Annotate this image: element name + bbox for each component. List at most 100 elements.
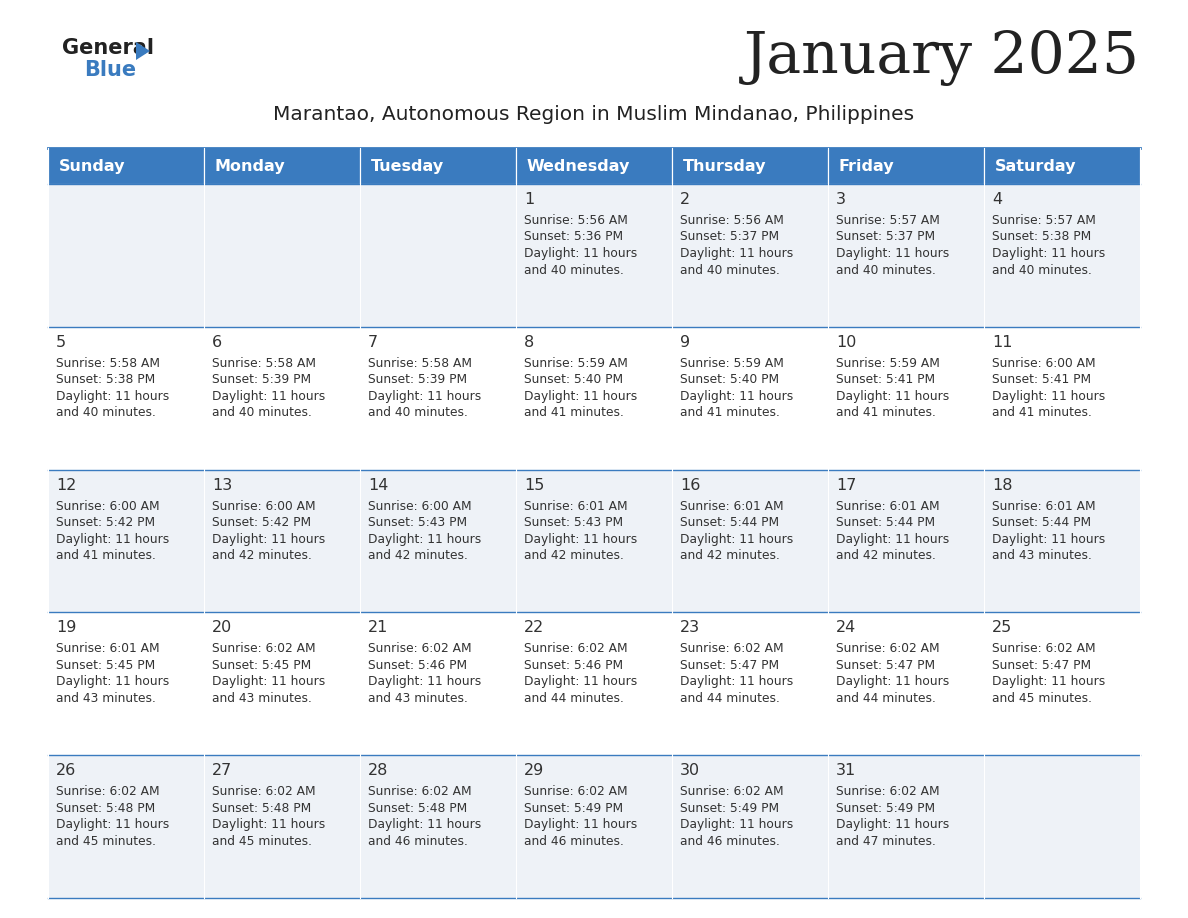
Text: Sunset: 5:48 PM: Sunset: 5:48 PM bbox=[368, 801, 467, 814]
Text: Sunrise: 6:01 AM: Sunrise: 6:01 AM bbox=[524, 499, 627, 512]
Text: 28: 28 bbox=[368, 763, 388, 778]
Text: 20: 20 bbox=[211, 621, 232, 635]
Text: Sunset: 5:39 PM: Sunset: 5:39 PM bbox=[368, 374, 467, 386]
Text: Sunrise: 6:02 AM: Sunrise: 6:02 AM bbox=[992, 643, 1095, 655]
Text: 9: 9 bbox=[680, 335, 690, 350]
Text: Daylight: 11 hours: Daylight: 11 hours bbox=[680, 247, 794, 260]
Text: 24: 24 bbox=[836, 621, 857, 635]
Bar bbox=[984, 327, 1140, 470]
Bar bbox=[360, 612, 516, 756]
Text: Monday: Monday bbox=[215, 159, 285, 174]
Text: Sunset: 5:44 PM: Sunset: 5:44 PM bbox=[836, 516, 935, 529]
Polygon shape bbox=[135, 42, 150, 60]
Text: Sunrise: 6:00 AM: Sunrise: 6:00 AM bbox=[992, 357, 1095, 370]
Text: Sunrise: 6:00 AM: Sunrise: 6:00 AM bbox=[211, 499, 316, 512]
Text: and 40 minutes.: and 40 minutes. bbox=[836, 263, 936, 276]
Text: Sunrise: 6:02 AM: Sunrise: 6:02 AM bbox=[680, 643, 784, 655]
Text: Daylight: 11 hours: Daylight: 11 hours bbox=[56, 390, 169, 403]
Text: Sunset: 5:39 PM: Sunset: 5:39 PM bbox=[211, 374, 311, 386]
Text: Wednesday: Wednesday bbox=[527, 159, 631, 174]
Text: 7: 7 bbox=[368, 335, 378, 350]
Bar bbox=[360, 756, 516, 898]
Text: and 42 minutes.: and 42 minutes. bbox=[836, 549, 936, 562]
Text: 15: 15 bbox=[524, 477, 544, 493]
Text: 21: 21 bbox=[368, 621, 388, 635]
Text: Daylight: 11 hours: Daylight: 11 hours bbox=[368, 676, 481, 688]
Text: Sunset: 5:46 PM: Sunset: 5:46 PM bbox=[524, 659, 624, 672]
Text: 1: 1 bbox=[524, 192, 535, 207]
Text: 27: 27 bbox=[211, 763, 232, 778]
Text: Daylight: 11 hours: Daylight: 11 hours bbox=[680, 818, 794, 831]
Text: and 41 minutes.: and 41 minutes. bbox=[992, 407, 1092, 420]
Text: Sunset: 5:44 PM: Sunset: 5:44 PM bbox=[992, 516, 1091, 529]
Bar bbox=[48, 612, 204, 756]
Text: Sunrise: 5:56 AM: Sunrise: 5:56 AM bbox=[680, 214, 784, 227]
Text: and 41 minutes.: and 41 minutes. bbox=[56, 549, 156, 562]
Bar bbox=[984, 470, 1140, 612]
Text: 12: 12 bbox=[56, 477, 76, 493]
Text: Daylight: 11 hours: Daylight: 11 hours bbox=[524, 818, 637, 831]
Text: and 43 minutes.: and 43 minutes. bbox=[368, 692, 468, 705]
Text: Daylight: 11 hours: Daylight: 11 hours bbox=[524, 532, 637, 545]
Text: Sunset: 5:44 PM: Sunset: 5:44 PM bbox=[680, 516, 779, 529]
Text: 8: 8 bbox=[524, 335, 535, 350]
Bar bbox=[360, 470, 516, 612]
Text: Sunrise: 5:59 AM: Sunrise: 5:59 AM bbox=[836, 357, 940, 370]
Text: Daylight: 11 hours: Daylight: 11 hours bbox=[211, 532, 326, 545]
Bar bbox=[204, 470, 360, 612]
Text: 17: 17 bbox=[836, 477, 857, 493]
Text: 16: 16 bbox=[680, 477, 701, 493]
Text: Sunrise: 6:01 AM: Sunrise: 6:01 AM bbox=[992, 499, 1095, 512]
Text: Sunset: 5:42 PM: Sunset: 5:42 PM bbox=[56, 516, 156, 529]
Text: Sunrise: 6:02 AM: Sunrise: 6:02 AM bbox=[368, 643, 472, 655]
Text: Sunset: 5:49 PM: Sunset: 5:49 PM bbox=[524, 801, 624, 814]
Text: Sunrise: 6:02 AM: Sunrise: 6:02 AM bbox=[836, 643, 940, 655]
Bar bbox=[672, 184, 828, 327]
Text: General: General bbox=[62, 38, 154, 58]
Text: and 42 minutes.: and 42 minutes. bbox=[680, 549, 779, 562]
Text: Daylight: 11 hours: Daylight: 11 hours bbox=[992, 532, 1105, 545]
Text: Daylight: 11 hours: Daylight: 11 hours bbox=[836, 390, 949, 403]
Text: and 47 minutes.: and 47 minutes. bbox=[836, 834, 936, 847]
Text: Sunrise: 6:01 AM: Sunrise: 6:01 AM bbox=[680, 499, 784, 512]
Text: Sunrise: 6:02 AM: Sunrise: 6:02 AM bbox=[211, 785, 316, 798]
Text: and 40 minutes.: and 40 minutes. bbox=[368, 407, 468, 420]
Text: Sunrise: 6:02 AM: Sunrise: 6:02 AM bbox=[680, 785, 784, 798]
Text: 29: 29 bbox=[524, 763, 544, 778]
Bar bbox=[984, 756, 1140, 898]
Text: Sunrise: 6:02 AM: Sunrise: 6:02 AM bbox=[56, 785, 159, 798]
Text: Sunset: 5:49 PM: Sunset: 5:49 PM bbox=[680, 801, 779, 814]
Text: Sunrise: 5:56 AM: Sunrise: 5:56 AM bbox=[524, 214, 628, 227]
Text: and 42 minutes.: and 42 minutes. bbox=[211, 549, 312, 562]
Text: 25: 25 bbox=[992, 621, 1012, 635]
Text: Thursday: Thursday bbox=[683, 159, 766, 174]
Text: Sunrise: 6:00 AM: Sunrise: 6:00 AM bbox=[368, 499, 472, 512]
Text: Daylight: 11 hours: Daylight: 11 hours bbox=[56, 532, 169, 545]
Text: Sunrise: 6:02 AM: Sunrise: 6:02 AM bbox=[211, 643, 316, 655]
Text: 13: 13 bbox=[211, 477, 232, 493]
Bar bbox=[360, 184, 516, 327]
Text: Sunset: 5:45 PM: Sunset: 5:45 PM bbox=[211, 659, 311, 672]
Text: 19: 19 bbox=[56, 621, 76, 635]
Text: Sunset: 5:37 PM: Sunset: 5:37 PM bbox=[680, 230, 779, 243]
Bar bbox=[516, 612, 672, 756]
Bar bbox=[516, 184, 672, 327]
Text: Sunset: 5:41 PM: Sunset: 5:41 PM bbox=[836, 374, 935, 386]
Text: Daylight: 11 hours: Daylight: 11 hours bbox=[211, 818, 326, 831]
Bar bbox=[360, 327, 516, 470]
Text: Daylight: 11 hours: Daylight: 11 hours bbox=[992, 247, 1105, 260]
Text: Daylight: 11 hours: Daylight: 11 hours bbox=[524, 676, 637, 688]
Text: 2: 2 bbox=[680, 192, 690, 207]
Text: and 44 minutes.: and 44 minutes. bbox=[680, 692, 779, 705]
Text: 14: 14 bbox=[368, 477, 388, 493]
Text: and 41 minutes.: and 41 minutes. bbox=[524, 407, 624, 420]
Text: Daylight: 11 hours: Daylight: 11 hours bbox=[836, 676, 949, 688]
Text: 6: 6 bbox=[211, 335, 222, 350]
Bar bbox=[672, 470, 828, 612]
Bar bbox=[672, 756, 828, 898]
Text: Sunset: 5:40 PM: Sunset: 5:40 PM bbox=[524, 374, 624, 386]
Text: and 45 minutes.: and 45 minutes. bbox=[992, 692, 1092, 705]
Text: Daylight: 11 hours: Daylight: 11 hours bbox=[680, 390, 794, 403]
Text: Sunset: 5:37 PM: Sunset: 5:37 PM bbox=[836, 230, 935, 243]
Text: 11: 11 bbox=[992, 335, 1012, 350]
